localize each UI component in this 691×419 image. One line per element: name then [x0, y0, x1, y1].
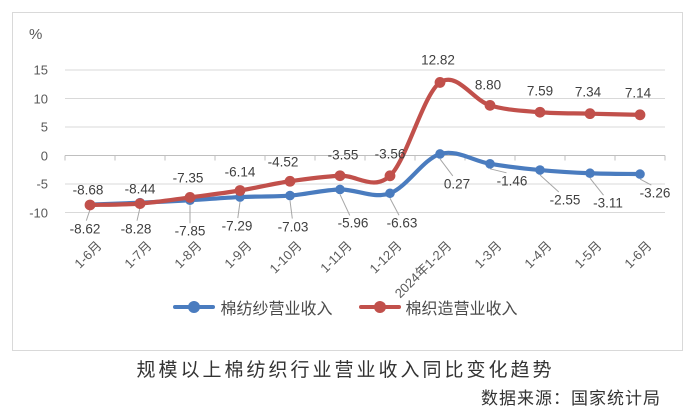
data-label: -1.46: [496, 173, 528, 189]
data-label-leader-lines: [85, 158, 652, 224]
data-label: -7.29: [221, 218, 253, 234]
data-label: -3.11: [593, 195, 623, 211]
y-axis-unit-label: %: [29, 26, 43, 43]
data-source-note: 数据来源：国家统计局: [481, 389, 661, 409]
chart-plot-frame: [12, 12, 683, 351]
legend-label-cotton-yarn: 棉纺纱营业收入: [220, 301, 333, 318]
data-label: -7.85: [174, 223, 206, 239]
legend-item-cotton-weaving: 棉织造营业收入: [358, 295, 518, 319]
data-label: 12.82: [421, 52, 455, 68]
data-label: -3.55: [327, 147, 359, 163]
legend-line-dot-marker-red: [358, 301, 401, 313]
legend-label-cotton-weaving: 棉织造营业收入: [405, 301, 518, 318]
legend: 棉纺纱营业收入 棉织造营业收入: [0, 295, 691, 319]
data-label: -8.28: [120, 221, 152, 237]
y-axis-tick-label: 5: [40, 119, 48, 135]
data-label: -8.62: [69, 221, 101, 237]
y-axis-tick-label: 10: [33, 91, 48, 106]
chart-title: 规模以上棉纺织行业营业收入同比变化趋势: [136, 359, 555, 381]
data-label: -5.96: [337, 215, 369, 231]
y-axis-tick-label: 0: [40, 148, 48, 163]
data-label: -6.63: [386, 215, 418, 231]
legend-line-dot-marker-blue: [173, 301, 216, 313]
data-label: -3.56: [374, 146, 406, 162]
data-label: -7.03: [277, 219, 309, 235]
data-label: 7.34: [574, 84, 602, 100]
y-axis-tick-label: 15: [33, 62, 48, 78]
data-label: -8.44: [124, 181, 156, 197]
data-label: -8.68: [72, 182, 104, 198]
data-label: 7.14: [624, 85, 652, 101]
y-axis-tick-label: -5: [36, 176, 48, 192]
series-cotton-weaving: [84, 77, 646, 211]
data-label: -6.14: [224, 164, 256, 180]
data-label: 8.80: [474, 77, 502, 93]
gridlines: [64, 69, 666, 213]
legend-item-cotton-yarn: 棉纺纱营业收入: [173, 295, 333, 319]
data-label: -3.26: [639, 185, 671, 201]
data-label: 0.27: [443, 176, 471, 192]
data-label: -7.35: [172, 170, 204, 186]
y-axis-tick-label: -10: [29, 205, 48, 220]
data-label: -2.55: [549, 192, 581, 208]
data-label: 7.59: [526, 83, 554, 99]
data-label: -4.52: [267, 154, 299, 170]
